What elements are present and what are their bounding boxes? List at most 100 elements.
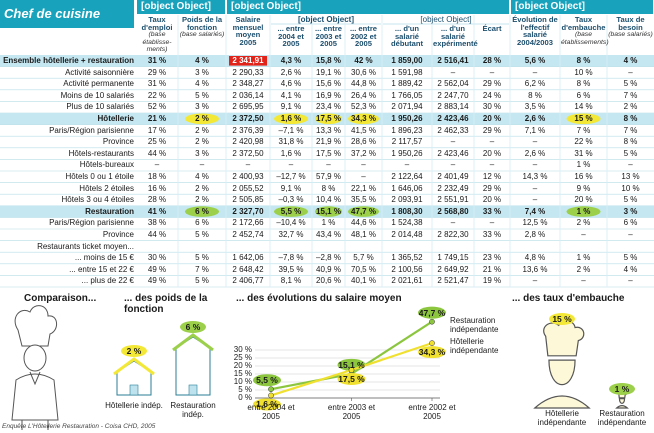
series-point bbox=[268, 386, 274, 393]
cell: 2 % bbox=[195, 183, 209, 193]
cell: 5,7 % bbox=[353, 253, 374, 263]
cell: 2 822,30 bbox=[437, 230, 469, 239]
cell-circle bbox=[185, 113, 219, 125]
cell: 28 % bbox=[482, 56, 502, 65]
cell: 42 % bbox=[354, 56, 373, 65]
cell: – bbox=[489, 160, 495, 170]
cell: 1 % bbox=[576, 206, 591, 216]
row-label: Activité permanente bbox=[63, 79, 134, 89]
value-label: 2 % bbox=[126, 346, 142, 356]
cell: 2 401,49 bbox=[437, 172, 469, 181]
cell-box bbox=[229, 56, 267, 66]
cell: – bbox=[154, 160, 160, 170]
cell: 2 % bbox=[576, 218, 591, 228]
cell: 29 % bbox=[147, 67, 167, 77]
cell: 14,3 % bbox=[522, 172, 548, 181]
cell: 70,5 % bbox=[351, 264, 376, 274]
cell: 52 % bbox=[147, 102, 167, 112]
cell: 7 % bbox=[623, 125, 638, 135]
cell: 2 568,80 bbox=[437, 206, 469, 216]
cell: 5 % bbox=[195, 253, 209, 263]
subgroup-header: [object Object] bbox=[297, 15, 354, 24]
cell: 13,3 % bbox=[316, 125, 341, 135]
cell: 1 766,05 bbox=[391, 90, 423, 100]
cell-circle bbox=[348, 206, 379, 217]
cell: 1 896,23 bbox=[391, 125, 423, 135]
cell: 4 % bbox=[623, 56, 638, 65]
cell: 29 % bbox=[482, 125, 502, 135]
cell: 30,6 % bbox=[351, 67, 376, 77]
cell: 2 883,14 bbox=[437, 102, 469, 112]
cell: 17 % bbox=[147, 125, 167, 135]
cell: 4 % bbox=[195, 172, 209, 181]
cell: 2,6 % bbox=[280, 67, 302, 77]
cell: 2 423,46 bbox=[437, 114, 469, 123]
cell: 33 % bbox=[482, 206, 502, 216]
cell: 2 117,57 bbox=[391, 137, 423, 147]
cell: 7,1 % bbox=[524, 125, 546, 135]
group-header: [object Object] bbox=[231, 1, 302, 12]
cell: 3 % bbox=[195, 148, 209, 158]
cell: 2 648,42 bbox=[232, 264, 264, 274]
cell: – bbox=[326, 160, 331, 170]
cell: – bbox=[489, 67, 495, 77]
cell: 47,7 % bbox=[351, 206, 376, 216]
cell: 13,6 % bbox=[522, 264, 548, 274]
cell: 21 % bbox=[482, 264, 502, 274]
row-label: ... moins de 15 € bbox=[74, 253, 134, 263]
cell: 33 % bbox=[482, 230, 502, 239]
cell: 16,9 % bbox=[316, 90, 341, 100]
cell: 28 % bbox=[147, 195, 167, 205]
row-label: Restaurants ticket moyen... bbox=[37, 241, 134, 251]
cell: 1 950,26 bbox=[391, 114, 423, 123]
value-badge bbox=[180, 321, 206, 333]
cell: 18 % bbox=[147, 172, 167, 181]
chef-illustration bbox=[11, 305, 59, 430]
group-header-bg bbox=[227, 0, 509, 14]
cell: 38 % bbox=[147, 218, 167, 228]
cell: 37,2 % bbox=[351, 148, 376, 158]
cell: 2 400,93 bbox=[232, 172, 264, 181]
cell: – bbox=[581, 230, 586, 239]
y-tick-label: 20 % bbox=[233, 361, 252, 370]
cell: 19,1 % bbox=[316, 67, 341, 77]
cell: 6,2 % bbox=[524, 79, 546, 89]
cell: 35,5 % bbox=[351, 195, 376, 205]
cell: 7 % bbox=[576, 125, 591, 135]
row-label: Hôtels 2 étoiles bbox=[79, 183, 134, 193]
column-note: (base établissements) bbox=[561, 31, 609, 46]
cell: 15,8 % bbox=[316, 56, 341, 65]
row-label: Plus de 10 salariés bbox=[66, 102, 134, 112]
cell: 43,4 % bbox=[316, 230, 341, 239]
cell: 2 423,46 bbox=[437, 148, 469, 158]
cell: 29 % bbox=[482, 79, 502, 89]
cell: 20 % bbox=[574, 195, 593, 205]
house-door bbox=[188, 384, 198, 396]
column-header: Écart bbox=[475, 25, 509, 33]
column-header: Évolution de l'effectif salarié 2004/200… bbox=[511, 16, 559, 46]
column-label: ... entre 2002 et 2005 bbox=[349, 24, 377, 49]
column-label: Taux d'emploi bbox=[141, 15, 173, 32]
row-label: Restauration bbox=[85, 206, 134, 216]
column-label: Taux de besoin bbox=[616, 15, 645, 32]
group-header-bg bbox=[137, 0, 225, 14]
group-header-bg bbox=[511, 0, 653, 14]
cell-circle bbox=[566, 206, 601, 217]
cell-circle bbox=[274, 206, 308, 217]
cell: 48,1 % bbox=[351, 230, 376, 239]
cell: 2 % bbox=[623, 102, 638, 112]
cell: 3 % bbox=[195, 102, 209, 112]
cell: 5,6 % bbox=[524, 56, 546, 65]
cell: 30 % bbox=[482, 102, 502, 112]
house-roof bbox=[113, 357, 155, 376]
y-tick-label: 10 % bbox=[233, 377, 252, 386]
cell: 4,3 % bbox=[280, 56, 302, 65]
cell: 15,6 % bbox=[316, 79, 341, 89]
column-header: ... d'un salarié débutant bbox=[383, 25, 431, 48]
series-point bbox=[348, 367, 355, 373]
cell: 8 % bbox=[528, 90, 542, 100]
cell: 4 % bbox=[195, 79, 209, 89]
cell: 6 % bbox=[576, 90, 591, 100]
row-label: Hôtels-bureaux bbox=[79, 160, 134, 170]
